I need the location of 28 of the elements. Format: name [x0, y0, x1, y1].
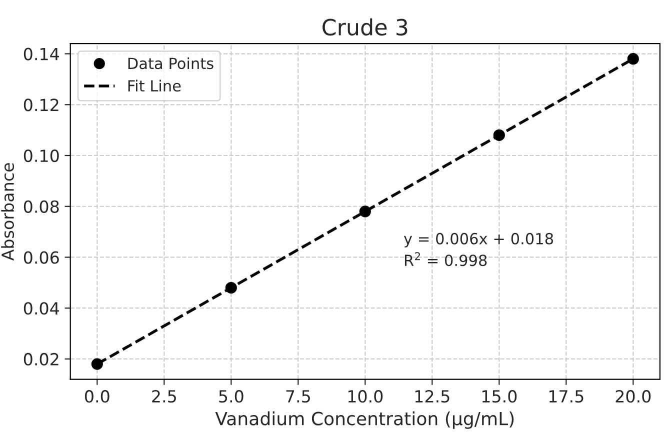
point	[225, 282, 237, 294]
y-tick-label: 0.02	[24, 352, 58, 366]
legend-label: Fit Line	[128, 80, 181, 92]
chart-title: Crude 3	[322, 18, 408, 36]
x-tick-label: 7.5	[286, 390, 310, 403]
x-tick-label: 5.0	[219, 390, 244, 403]
y-axis-title: Absorbance	[1, 163, 14, 261]
y-tick-label: 0.10	[24, 149, 59, 162]
y-tick-label: 0.12	[24, 98, 58, 112]
annotation: y = 0.006x + 0.018	[404, 232, 554, 248]
y-tick-label: 0.08	[24, 200, 59, 213]
legend-label: Data Points	[128, 57, 214, 70]
x-tick-label: 12.5	[415, 390, 450, 403]
point	[91, 358, 103, 370]
x-tick-label: 15.0	[482, 390, 517, 403]
x-tick-label: 0.0	[84, 390, 110, 403]
x-tick-label: 20.0	[616, 390, 651, 403]
point	[359, 206, 371, 218]
x-axis-title: Vanadium Concentration (µg/mL)	[215, 411, 514, 429]
annotation: R$^{2}$ = 0.998	[404, 252, 487, 266]
x-tick-label: 2.5	[152, 390, 176, 403]
y-tick-label: 0.14	[24, 48, 59, 60]
x-tick-label: 10.0	[348, 390, 383, 403]
x-tick-label: 17.5	[549, 390, 584, 403]
y-tick-label: 0.06	[24, 251, 59, 264]
point	[627, 53, 639, 65]
point	[493, 129, 505, 141]
y-tick-label: 0.04	[24, 302, 59, 315]
